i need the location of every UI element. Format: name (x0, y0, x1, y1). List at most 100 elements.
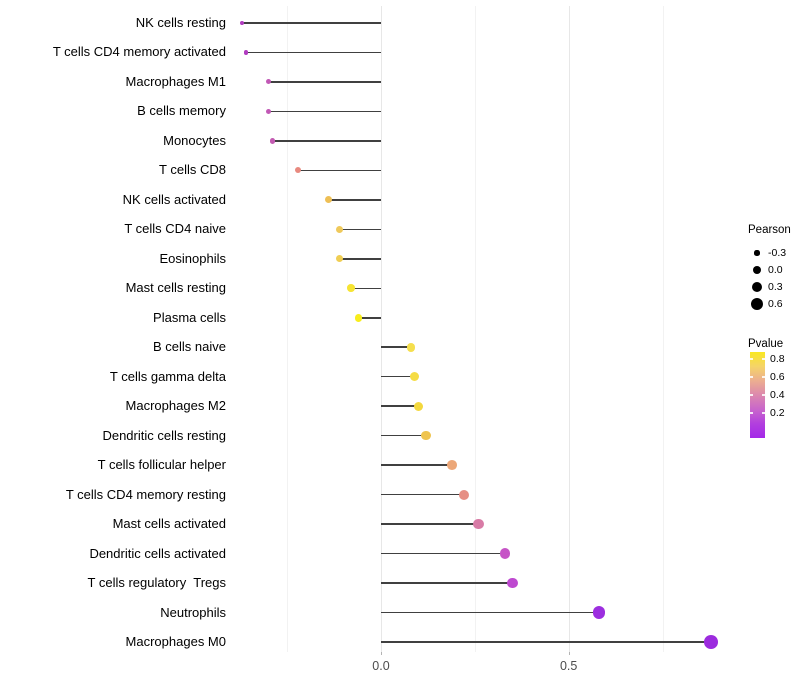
legend-size-dot (751, 281, 763, 293)
x-major-gridline (381, 6, 382, 652)
colorbar-tick (762, 376, 765, 378)
data-point-dot (269, 138, 275, 144)
legend-size-dot (750, 297, 764, 311)
lollipop-stem (381, 582, 513, 584)
data-point-dot (406, 342, 416, 352)
data-point-dot (447, 460, 458, 471)
data-point-dot (347, 284, 355, 293)
y-axis-label: Dendritic cells activated (89, 545, 226, 561)
x-tick-label: 0.0 (372, 659, 390, 673)
data-point-dot (410, 372, 420, 382)
x-minor-gridline (287, 6, 289, 652)
y-axis-label: NK cells activated (122, 191, 226, 207)
data-point-dot (506, 577, 518, 589)
y-axis-label: B cells naive (153, 339, 226, 355)
legend-title-pearson: Pearson (748, 224, 791, 236)
y-axis-label: Mast cells activated (112, 516, 226, 532)
y-axis-label: T cells CD8 (159, 162, 226, 178)
legend-size-dot (754, 250, 760, 256)
lollipop-stem (381, 464, 453, 466)
lollipop-stem (358, 317, 381, 319)
data-point-dot (421, 431, 431, 441)
y-axis-label: Macrophages M2 (125, 398, 226, 414)
y-axis-label: T cells CD4 memory resting (65, 486, 226, 502)
y-axis-label: T cells CD4 memory activated (52, 44, 226, 60)
lollipop-stem (381, 346, 412, 348)
lollipop-stem (381, 434, 427, 437)
x-minor-gridline (474, 6, 476, 652)
data-point-dot (265, 108, 271, 114)
lollipop-stem (381, 493, 464, 496)
data-point-dot (354, 313, 363, 322)
x-major-gridline (568, 6, 570, 652)
colorbar-tick (750, 394, 753, 396)
lollipop-stem (381, 611, 599, 614)
legend-size-label: 0.3 (768, 281, 783, 293)
colorbar-tick (750, 376, 753, 378)
y-axis-label: B cells memory (137, 103, 226, 119)
lollipop-stem (245, 51, 381, 54)
data-point-dot (499, 548, 511, 559)
y-axis-label: T cells follicular helper (97, 457, 226, 473)
legend-size-dot (752, 265, 762, 275)
legend-size-label: 0.0 (768, 264, 783, 276)
y-axis-label: Plasma cells (153, 309, 226, 325)
y-axis-label: T cells CD4 naive (124, 221, 226, 237)
y-axis-label: T cells gamma delta (109, 368, 226, 384)
y-axis-label: NK cells resting (135, 15, 226, 30)
lollipop-stem (298, 169, 381, 172)
colorbar-tick (762, 358, 765, 360)
y-axis-label: Dendritic cells resting (102, 427, 226, 443)
lollipop-stem (381, 405, 419, 407)
y-axis-label: Monocytes (163, 132, 226, 148)
data-point-dot (473, 518, 484, 530)
data-point-dot (458, 489, 469, 500)
lollipop-stem (381, 523, 479, 525)
data-point-dot (243, 50, 248, 55)
lollipop-stem (339, 228, 381, 231)
y-axis-label: Mast cells resting (125, 280, 226, 296)
x-minor-gridline (662, 6, 664, 652)
plot-panel (237, 6, 719, 652)
legend-size-label: -0.3 (768, 247, 787, 259)
data-point-dot (413, 401, 424, 411)
x-tick-label: 0.5 (559, 659, 578, 673)
lollipop-stem (339, 258, 381, 260)
data-point-dot (592, 606, 605, 619)
lollipop-stem (268, 110, 381, 113)
lollipop-stem (381, 552, 505, 555)
colorbar-tick-label: 0.8 (770, 353, 785, 365)
colorbar-tick-label: 0.4 (770, 389, 785, 401)
data-point-dot (265, 79, 271, 85)
y-axis-label: Macrophages M0 (125, 633, 226, 649)
lollipop-stem (272, 140, 381, 142)
y-axis-label: Eosinophils (159, 250, 227, 266)
colorbar-tick (750, 412, 753, 414)
data-point-dot (240, 21, 245, 25)
pvalue-colorbar (750, 352, 765, 438)
legend-size-label: 0.6 (768, 298, 783, 310)
y-axis-label: T cells regulatory Tregs (87, 575, 226, 591)
data-point-dot (704, 635, 719, 649)
lollipop-stem (328, 199, 381, 201)
colorbar-tick (762, 394, 765, 396)
x-tick-mark (381, 652, 382, 655)
data-point-dot (336, 255, 344, 263)
lollipop-stem (268, 81, 381, 83)
y-axis-label: Macrophages M1 (125, 73, 226, 89)
lollipop-stem (381, 375, 415, 378)
x-tick-mark (568, 652, 570, 655)
lollipop-stem (242, 22, 381, 24)
data-point-dot (295, 167, 302, 174)
colorbar-tick-label: 0.6 (770, 371, 785, 383)
data-point-dot (336, 225, 344, 233)
lollipop-stem (350, 287, 381, 290)
legend-title-pvalue: Pvalue (748, 338, 784, 350)
data-point-dot (324, 196, 332, 204)
colorbar-tick (762, 412, 765, 414)
lollipop-stem (381, 641, 712, 643)
colorbar-tick (750, 358, 753, 360)
colorbar-tick-label: 0.2 (770, 407, 785, 419)
y-axis-label: Neutrophils (160, 604, 226, 620)
